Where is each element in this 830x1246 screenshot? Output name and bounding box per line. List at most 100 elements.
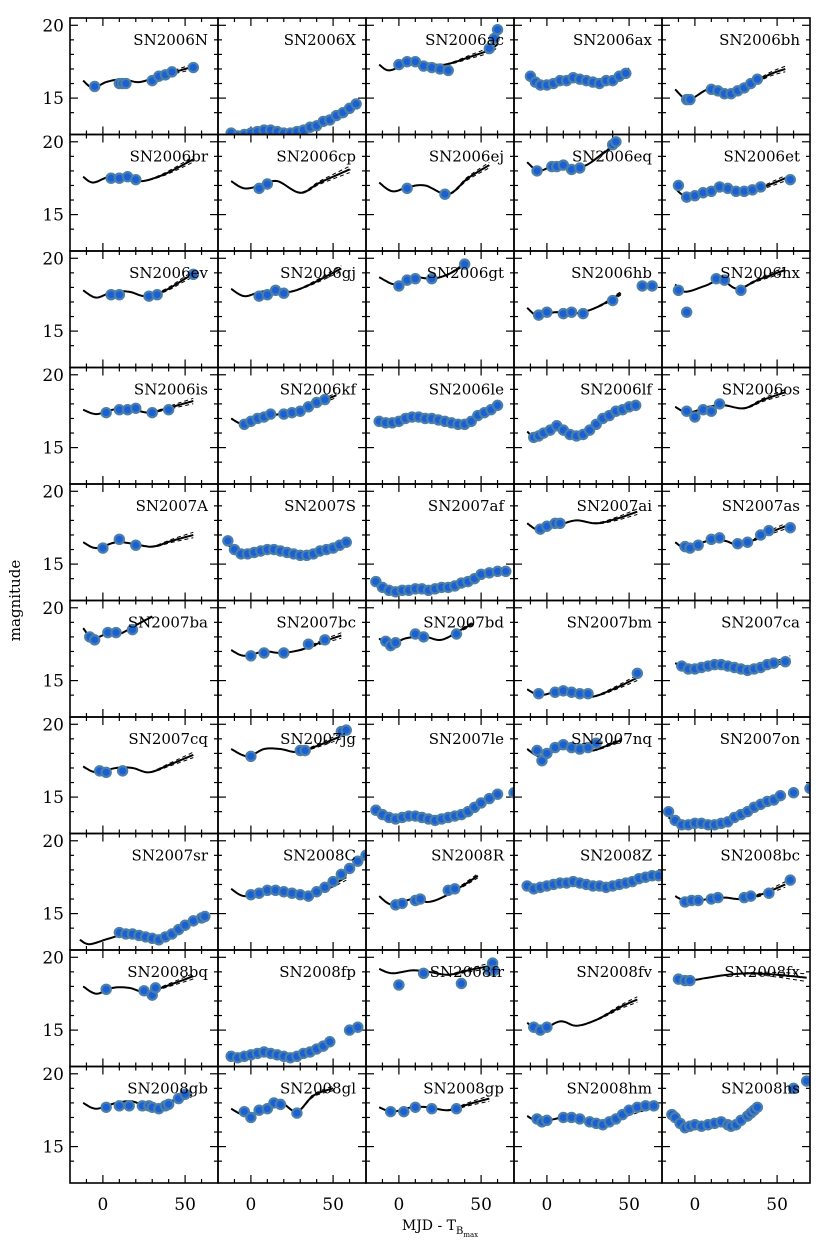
- data-point: [713, 398, 726, 410]
- data-point: [146, 406, 158, 419]
- data-point: [335, 868, 348, 880]
- panel-sn2008bq: SN2008bq: [69, 949, 219, 1068]
- panel-sn2008gp: SN2008gp: [365, 1065, 515, 1184]
- panel-sn2007nq: SN2007nq: [513, 716, 663, 835]
- panel-label: SN2006ev: [129, 264, 208, 282]
- panel-frame: [661, 1065, 811, 1184]
- data-point: [324, 1036, 336, 1048]
- panel-sn2006hb: SN2006hb: [513, 250, 663, 369]
- panel-plot-area: [79, 910, 211, 946]
- panel-sn2007ca: SN2007ca: [661, 599, 811, 718]
- panel-plot-area: [672, 971, 807, 987]
- data-point: [763, 524, 775, 537]
- panel-label: SN2008fp: [279, 963, 356, 981]
- data-point: [680, 405, 693, 417]
- data-point: [199, 910, 211, 923]
- outer-axes: 15 20 15 20 15 20 15 20 15 20 15 20 15 20 15 20 15 20 15 20…: [42, 16, 788, 1215]
- model-curve: [230, 168, 351, 194]
- y-axis-label: magnitude: [6, 560, 24, 642]
- data-point: [582, 688, 594, 700]
- data-point: [166, 66, 178, 78]
- panel-sn2008fx: SN2008fx: [661, 949, 811, 1068]
- panel-plot-area: [373, 399, 504, 430]
- panel-label: SN2006br: [130, 148, 209, 166]
- panel-label: SN2006is: [134, 381, 208, 399]
- data-point: [245, 750, 257, 763]
- panel-plot-area: [674, 655, 792, 677]
- data-point: [245, 650, 257, 662]
- data-point: [590, 737, 602, 749]
- panel-plot-area: [672, 266, 786, 318]
- data-point: [302, 638, 315, 650]
- panel-label: SN2007bm: [567, 614, 652, 632]
- panel-plot-area: [82, 1088, 193, 1115]
- data-point: [352, 855, 364, 867]
- data-point: [531, 744, 543, 757]
- data-point: [113, 288, 126, 301]
- panel-sn2006le: SN2006le: [365, 366, 515, 485]
- x-tick-label: 0: [689, 1195, 700, 1215]
- data-point: [417, 631, 430, 643]
- panel-label: SN2008fr: [430, 963, 505, 981]
- data-point: [684, 93, 696, 106]
- data-point: [151, 288, 163, 301]
- panel-plot-area: [526, 1100, 660, 1131]
- panel-label: SN2008C: [283, 847, 356, 865]
- panel-label: SN2006hx: [720, 264, 800, 282]
- panel-label: SN2008hm: [567, 1080, 652, 1098]
- panel-label: SN2008bq: [127, 963, 208, 981]
- data-point: [541, 747, 553, 760]
- data-point: [245, 1111, 257, 1124]
- panels-grid: SN2006N SN2006X SN2006ac SN2006ax SN2006bh SN…: [69, 17, 811, 1184]
- data-point: [458, 258, 471, 270]
- panel-plot-area: [378, 23, 504, 77]
- data-point: [113, 533, 126, 546]
- panel-sn2008bc: SN2008bc: [661, 832, 811, 951]
- panel-sn2006x: SN2006X: [217, 17, 367, 136]
- panel-plot-area: [230, 1085, 334, 1124]
- data-point: [350, 98, 362, 110]
- data-point: [222, 535, 234, 547]
- data-point: [488, 964, 500, 977]
- panel-sn2008gb: SN2008gb: [69, 1065, 219, 1184]
- data-point: [179, 1088, 191, 1100]
- panel-plot-area: [82, 973, 194, 1001]
- data-point: [718, 274, 731, 286]
- panel-label: SN2008hs: [721, 1080, 800, 1098]
- data-point: [491, 23, 504, 36]
- panel-sn2006ac: SN2006ac: [365, 17, 515, 136]
- data-point: [187, 268, 200, 280]
- data-point: [110, 626, 122, 639]
- data-point: [340, 536, 352, 548]
- model-curve: [82, 273, 194, 299]
- panel-label: SN2008bc: [720, 847, 800, 865]
- data-point: [409, 272, 422, 285]
- panel-sn2006gt: SN2006gt: [365, 250, 515, 369]
- data-point: [713, 532, 726, 544]
- panel-plot-area: [230, 632, 342, 662]
- y-tick-label: 20: [42, 366, 64, 386]
- panel-plot-area: [521, 870, 662, 895]
- data-point: [653, 870, 662, 882]
- panel-label: SN2007nq: [571, 730, 652, 748]
- panel-plot-area: [378, 258, 471, 292]
- panel-sn2007af: SN2007af: [365, 483, 515, 602]
- panel-label: SN2008gb: [127, 1080, 208, 1098]
- y-tick-label: 15: [42, 439, 64, 459]
- data-point: [692, 894, 704, 907]
- data-point: [491, 788, 504, 800]
- data-point: [541, 1021, 553, 1033]
- panel-label: SN2006os: [722, 381, 800, 399]
- panel-plot-area: [230, 392, 337, 430]
- data-point: [264, 408, 277, 420]
- x-tick-label: 0: [97, 1195, 108, 1215]
- panel-plot-area: [230, 265, 342, 302]
- panel-label: SN2007cq: [128, 730, 208, 748]
- panel-sn2006lf: SN2006lf: [513, 366, 663, 485]
- data-point: [541, 1114, 553, 1127]
- panel-sn2006kf: SN2006kf: [217, 366, 367, 485]
- x-tick-label: 0: [245, 1195, 256, 1215]
- data-point: [352, 1021, 364, 1033]
- panel-sn2006bh: SN2006bh: [661, 17, 811, 136]
